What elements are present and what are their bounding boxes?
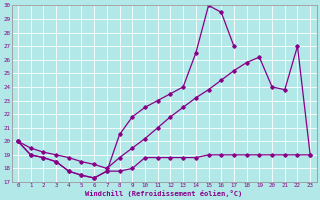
- X-axis label: Windchill (Refroidissement éolien,°C): Windchill (Refroidissement éolien,°C): [85, 190, 243, 197]
